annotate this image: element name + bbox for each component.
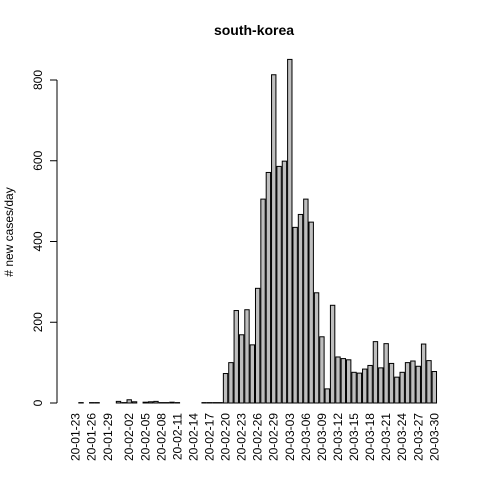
x-tick-label: 20-02-29 — [267, 413, 281, 461]
x-axis: 20-01-23 20-01-26 20-01-29 20-02-02 20-02-05… — [69, 413, 442, 461]
bar-20-03-02 — [281, 160, 288, 404]
y-axis: 0 200 400 600 800 — [31, 70, 58, 406]
chart-title: south-korea — [214, 22, 294, 38]
x-tick-label: 20-03-15 — [347, 413, 361, 461]
bar-20-03-12 — [335, 356, 341, 404]
x-tick-label: 20-02-20 — [219, 413, 233, 461]
bar-20-03-06 — [303, 198, 309, 404]
y-tick-label: 0 — [31, 399, 45, 406]
x-tick-label: 20-02-02 — [122, 413, 136, 461]
x-tick-label: 20-01-26 — [85, 413, 99, 461]
x-tick-label: 20-02-23 — [235, 413, 249, 461]
x-tick-label: 20-03-03 — [283, 413, 297, 461]
bar-20-03-19 — [372, 341, 379, 404]
y-axis-label: # new cases/day — [2, 187, 16, 276]
bar-20-03-05 — [297, 213, 304, 404]
y-tick-label: 600 — [31, 150, 45, 170]
x-tick-label: 20-03-12 — [331, 413, 345, 461]
bar-20-02-29 — [271, 74, 277, 404]
bar-20-03-04 — [292, 226, 298, 404]
y-tick-label: 200 — [31, 312, 45, 332]
bar-20-02-26 — [254, 287, 261, 404]
bar-20-02-03 — [131, 401, 138, 404]
bar-20-02-23 — [238, 334, 245, 404]
bar-20-03-26 — [410, 360, 416, 404]
bar-20-03-14 — [345, 359, 352, 404]
bar-20-03-21 — [383, 343, 389, 404]
bar-20-02-07 — [153, 400, 159, 404]
bar-20-02-10 — [169, 401, 175, 404]
bar-20-03-01 — [276, 165, 282, 404]
bar-20-02-22 — [233, 310, 239, 404]
x-tick-label: 20-03-27 — [411, 413, 425, 461]
bar-20-03-25 — [404, 362, 411, 404]
bar-20-03-29 — [426, 360, 432, 404]
x-tick-label: 20-02-17 — [203, 413, 217, 461]
bar-20-03-13 — [340, 358, 347, 404]
x-tick-label: 20-03-30 — [427, 413, 441, 461]
bar-20-02-20 — [222, 373, 229, 404]
bar-20-03-09 — [319, 336, 325, 404]
bar-20-02-27 — [260, 198, 266, 404]
bar-20-03-28 — [420, 343, 427, 404]
bar-20-03-11 — [329, 304, 336, 404]
bar-20-03-08 — [313, 292, 320, 404]
bar-20-03-22 — [388, 362, 395, 404]
bar-20-03-30 — [431, 371, 438, 404]
x-tick-label: 20-02-26 — [251, 413, 265, 461]
x-tick-label: 20-02-11 — [170, 413, 184, 460]
y-tick-label: 800 — [31, 70, 45, 90]
bar-20-02-06 — [147, 401, 154, 404]
x-tick-label: 20-03-24 — [395, 413, 409, 461]
bar-20-03-07 — [308, 221, 314, 404]
x-tick-label: 20-03-09 — [315, 413, 329, 461]
bars-group — [78, 58, 438, 404]
x-tick-label: 20-02-08 — [154, 413, 168, 461]
bar-20-03-23 — [394, 376, 400, 404]
x-tick-label: 20-01-23 — [69, 413, 83, 461]
bar-20-01-31 — [115, 400, 122, 404]
bar-20-03-10 — [324, 388, 330, 404]
bar-20-02-21 — [228, 362, 234, 404]
x-tick-label: 20-01-29 — [101, 413, 115, 461]
bar-20-02-28 — [265, 171, 272, 404]
x-tick-label: 20-02-14 — [186, 413, 200, 461]
x-tick-label: 20-03-18 — [363, 413, 377, 461]
bar-20-03-16 — [356, 372, 363, 404]
bar-20-03-18 — [367, 364, 373, 404]
bar-20-03-15 — [351, 371, 357, 404]
bar-20-03-20 — [378, 367, 384, 404]
bar-20-03-17 — [362, 368, 368, 404]
x-tick-label: 20-02-05 — [138, 413, 152, 461]
bar-20-03-03 — [287, 58, 293, 404]
x-tick-label: 20-03-06 — [299, 413, 313, 461]
y-tick-label: 400 — [31, 231, 45, 251]
bar-20-03-27 — [415, 365, 421, 404]
x-tick-label: 20-03-21 — [379, 413, 393, 461]
bar-20-02-25 — [249, 344, 256, 404]
bar-20-02-05 — [142, 401, 148, 404]
bar-20-03-24 — [399, 371, 405, 404]
bar-20-02-02 — [126, 399, 132, 404]
bar-20-02-24 — [244, 309, 250, 404]
